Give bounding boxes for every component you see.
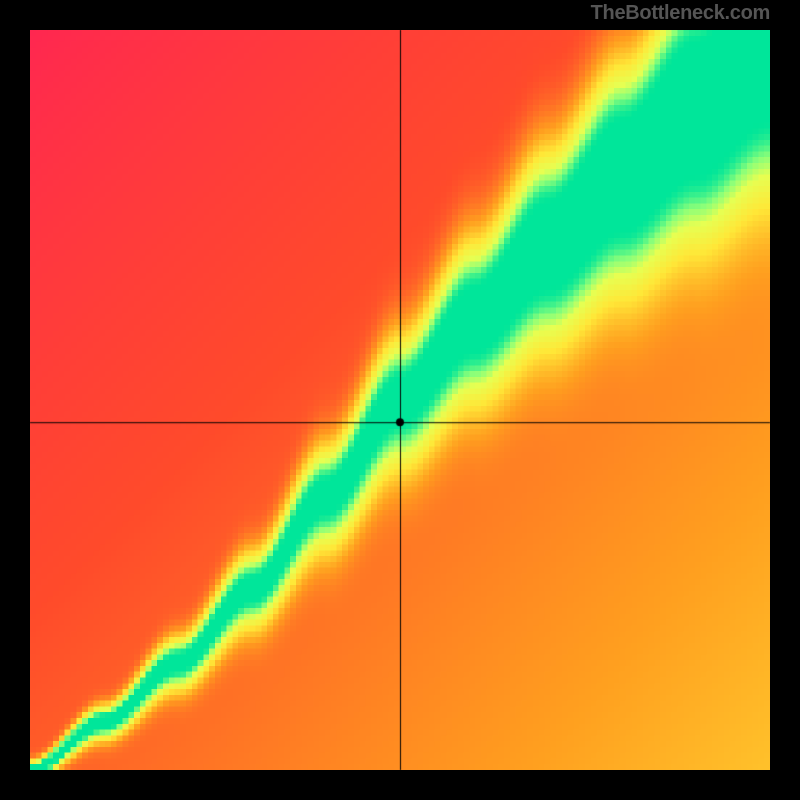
crosshair-overlay	[0, 0, 800, 800]
watermark-text: TheBottleneck.com	[591, 2, 770, 25]
chart-container: { "watermark": "TheBottleneck.com", "cha…	[0, 0, 800, 800]
